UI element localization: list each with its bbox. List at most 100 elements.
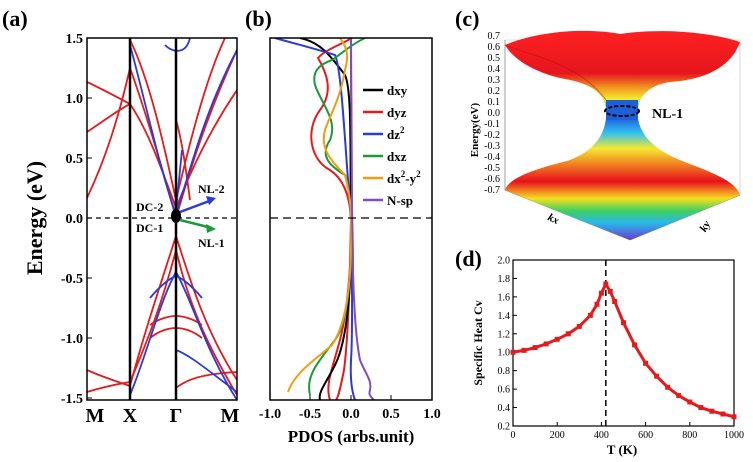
d-xticks: 0 200 400 600 800 1000	[511, 422, 744, 441]
d-data-point	[565, 331, 571, 337]
c-ky-label: ky	[698, 219, 714, 234]
d-data-point	[720, 411, 726, 417]
d-xtick-label: 800	[682, 430, 697, 441]
d-data-point	[598, 290, 604, 296]
band-red-9	[129, 233, 237, 387]
d-data-point	[603, 281, 609, 287]
c-zlabel: Energy(eV)	[469, 102, 481, 157]
c-ztick: -0.5	[484, 163, 500, 174]
panel-b-xticks: -1.0 -0.5 0.0 0.5 1.0	[259, 395, 441, 422]
panel-c-label: (c)	[455, 6, 479, 31]
d-ytick-label: 2.0	[498, 256, 511, 267]
d-ylabel: Specific Heat Cv	[471, 300, 485, 385]
legend-dyz: dyz	[387, 105, 407, 120]
pdos-dyz-2	[310, 38, 353, 400]
upper-cone-shade	[504, 44, 607, 101]
panel-a-yticks: 1.5 1.0 0.5 0.0 -0.5 -1.0 -1.5	[61, 32, 92, 407]
c-zticks: 0.7 0.6 0.5 0.4 0.3 0.2 0.1 0.0 -0.1 -0.…	[484, 31, 500, 196]
band-blue-2	[164, 38, 191, 52]
nl-2-label: NL-2	[198, 182, 225, 196]
pdos-dx2y2	[287, 38, 353, 393]
d-data-point	[587, 312, 593, 318]
dirac-point-marker	[171, 209, 181, 223]
d-data-point	[607, 288, 613, 294]
k-label: M	[86, 405, 105, 427]
d-xtick-label: 400	[594, 430, 609, 441]
d-ytick-label: 0.6	[498, 385, 511, 396]
pdos-legend: dxy dyz dz2 dxz dx2-y2 N-sp	[363, 83, 421, 208]
d-data-point	[594, 301, 600, 307]
panel-a-frame	[86, 37, 238, 401]
legend-dx2y2: dx2-y2	[387, 169, 421, 186]
d-xtick-label: 0	[511, 430, 516, 441]
d-data-point	[698, 405, 704, 411]
d-ytick-label: 1.2	[498, 329, 511, 340]
c-ztick: 0.0	[488, 108, 501, 119]
d-data-point	[654, 373, 660, 379]
nl-1-arrowhead	[206, 224, 216, 233]
c-ztick: -0.6	[484, 174, 500, 185]
c-ztick: -0.2	[484, 130, 500, 141]
pdos-nsp	[350, 38, 375, 400]
pdos-dz2	[274, 38, 356, 400]
panel-d: (d) 2.0 1.8 1.6 1.4 1.2 1.0 0.8 0.6 0.4 0.2 0 200 4…	[455, 246, 744, 457]
d-data-point	[510, 349, 516, 355]
band-red-1	[87, 81, 131, 105]
d-data-point	[521, 347, 527, 353]
panel-d-label: (d)	[455, 246, 482, 271]
nl-1-ring	[604, 105, 640, 117]
band-red-8	[129, 38, 226, 201]
b-xtick: 0.0	[342, 407, 360, 422]
band-red-5	[87, 381, 131, 393]
a-ytick: -1.5	[61, 392, 83, 407]
band-red-14	[175, 119, 191, 201]
d-cv-curve	[512, 280, 735, 419]
band-red-4	[87, 369, 131, 387]
nl-1-label: NL-1	[198, 236, 225, 250]
d-points	[510, 281, 737, 420]
pdos-dxy	[299, 38, 353, 400]
legend-dz2: dz2	[387, 125, 405, 142]
k-label: M	[221, 405, 240, 427]
d-data-point	[665, 384, 671, 390]
b-xtick: -0.5	[299, 407, 321, 422]
a-ylabel: Energy (eV)	[22, 161, 47, 275]
lower-cone-surface	[505, 118, 740, 240]
a-ytick: -0.5	[61, 272, 83, 287]
b-xtick: 1.0	[423, 407, 441, 422]
a-ytick: 1.0	[66, 92, 84, 107]
cone-neck	[606, 100, 638, 120]
c-ztick: 0.3	[488, 75, 501, 86]
c-ztick: 0.2	[488, 86, 501, 97]
panel-b-label: (b)	[245, 6, 272, 31]
k-label: Γ	[170, 405, 183, 427]
d-ytick-label: 0.2	[498, 422, 511, 433]
d-data-point	[532, 345, 538, 351]
d-ytick-label: 1.6	[498, 292, 511, 303]
dc-2-label: DC-2	[136, 200, 163, 214]
d-data-point	[687, 399, 693, 405]
d-data-point	[612, 299, 618, 304]
d-data-point	[731, 414, 737, 420]
b-xtick: -1.0	[259, 407, 281, 422]
d-yticks: 2.0 1.8 1.6 1.4 1.2 1.0 0.8 0.6 0.4 0.2	[498, 256, 517, 433]
legend-dxz: dxz	[387, 149, 407, 164]
d-xlabel: T (K)	[607, 442, 637, 457]
c-ztick: 0.4	[488, 64, 501, 75]
d-data-point	[643, 360, 649, 366]
nl-2-arrowhead	[206, 196, 216, 205]
d-ytick-label: 1.8	[498, 274, 511, 285]
b-xlabel: PDOS (arbs.unit)	[288, 427, 415, 446]
d-xtick-label: 1000	[724, 430, 744, 441]
panel-c: (c) NL-1 0.7 0.6 0.5 0.4 0.3 0.2 0.1 0.0…	[455, 6, 741, 241]
c-ztick: 0.6	[488, 42, 501, 53]
d-ytick-label: 0.4	[498, 403, 511, 414]
upper-cone-surface	[505, 30, 740, 109]
legend-dxy: dxy	[387, 83, 408, 98]
panel-b: (b) -1.0 -0.5 0.0 0.5 1.0 PDOS (arbs.uni…	[245, 6, 441, 446]
panel-a: (a)	[2, 6, 240, 427]
band-red-3	[87, 103, 131, 133]
a-ytick: 0.5	[66, 152, 84, 167]
nl-2-arrow	[179, 198, 213, 214]
